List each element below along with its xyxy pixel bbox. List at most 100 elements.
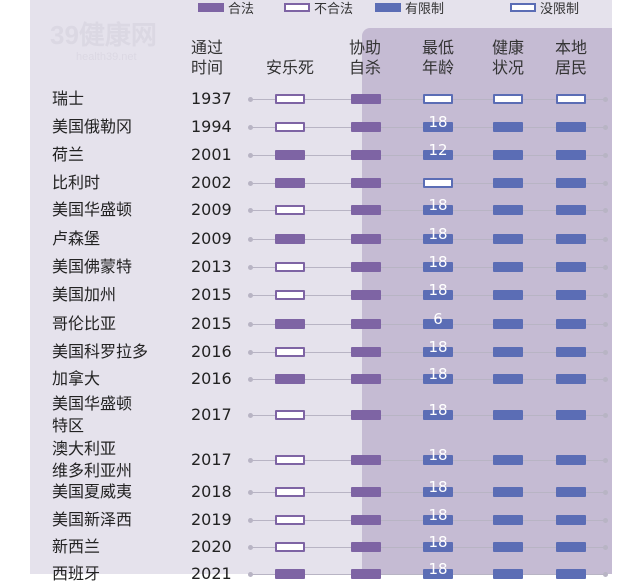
row-line-end-dot — [603, 545, 608, 550]
header-min-age: 最低 年龄 — [421, 38, 454, 77]
min-age-value: 18 — [428, 401, 448, 419]
euthanasia-marker-illegal — [275, 347, 305, 357]
resident-marker-limited — [556, 319, 586, 329]
min-age-value: 18 — [428, 253, 448, 271]
row-line-end-dot — [603, 265, 608, 270]
min-age-marker-limited — [423, 410, 453, 420]
assisted-marker-legal — [351, 455, 381, 465]
row-line-start-dot — [248, 377, 253, 382]
legend-legal: 合法 — [198, 0, 255, 17]
resident-marker-limited — [556, 122, 586, 132]
health-marker-limited — [493, 515, 523, 525]
euthanasia-marker-illegal — [275, 205, 305, 215]
year-label: 2017 — [191, 450, 232, 469]
min-age-marker-limited — [423, 290, 453, 300]
euthanasia-marker-illegal — [275, 122, 305, 132]
assisted-marker-legal — [351, 487, 381, 497]
health-marker-limited — [493, 542, 523, 552]
year-label: 2019 — [191, 510, 232, 529]
row-line-start-dot — [248, 153, 253, 158]
health-marker-limited — [493, 487, 523, 497]
euthanasia-marker-illegal — [275, 410, 305, 420]
min-age-value: 12 — [428, 141, 448, 159]
row-line-start-dot — [248, 237, 253, 242]
euthanasia-marker-legal — [275, 374, 305, 384]
row-line-end-dot — [603, 377, 608, 382]
euthanasia-marker-illegal — [275, 455, 305, 465]
health-marker-limited — [493, 290, 523, 300]
row-line-start-dot — [248, 265, 253, 270]
country-label: 美国新泽西 — [52, 510, 133, 529]
assisted-marker-legal — [351, 178, 381, 188]
euthanasia-marker-legal — [275, 150, 305, 160]
min-age-value: 18 — [428, 365, 448, 383]
euthanasia-marker-illegal — [275, 94, 305, 104]
health-marker-unlimited — [493, 94, 523, 104]
row-line-end-dot — [603, 458, 608, 463]
resident-marker-limited — [556, 290, 586, 300]
euthanasia-marker-illegal — [275, 290, 305, 300]
assisted-marker-legal — [351, 94, 381, 104]
min-age-marker-limited — [423, 515, 453, 525]
year-label: 2013 — [191, 257, 232, 276]
euthanasia-marker-legal — [275, 319, 305, 329]
country-label: 哥伦比亚 — [52, 314, 117, 333]
resident-marker-limited — [556, 569, 586, 579]
year-label: 2009 — [191, 200, 232, 219]
resident-marker-limited — [556, 234, 586, 244]
resident-marker-limited — [556, 542, 586, 552]
year-label: 2017 — [191, 405, 232, 424]
row-line-end-dot — [603, 572, 608, 577]
row-line-start-dot — [248, 293, 253, 298]
country-label: 西班牙 — [52, 564, 101, 583]
legend-swatch-limited — [375, 2, 401, 12]
country-label: 美国俄勒冈 — [52, 117, 133, 136]
resident-marker-limited — [556, 374, 586, 384]
row-line-end-dot — [603, 518, 608, 523]
row-line-start-dot — [248, 322, 253, 327]
min-age-marker-limited — [423, 205, 453, 215]
header-resident: 本地 居民 — [554, 38, 587, 77]
row-line-start-dot — [248, 458, 253, 463]
resident-marker-limited — [556, 455, 586, 465]
row-line-start-dot — [248, 350, 253, 355]
country-label: 比利时 — [52, 173, 101, 192]
health-marker-limited — [493, 319, 523, 329]
row-line-end-dot — [603, 181, 608, 186]
year-label: 2002 — [191, 173, 232, 192]
legend-label-legal: 合法 — [228, 1, 255, 17]
legend-swatch-legal — [198, 2, 224, 12]
min-age-marker-limited — [423, 262, 453, 272]
min-age-marker-limited — [423, 150, 453, 160]
legend-swatch-illegal — [284, 2, 310, 12]
year-label: 2020 — [191, 537, 232, 556]
resident-marker-limited — [556, 262, 586, 272]
health-marker-limited — [493, 569, 523, 579]
row-line-start-dot — [248, 181, 253, 186]
health-marker-limited — [493, 347, 523, 357]
euthanasia-marker-illegal — [275, 515, 305, 525]
min-age-marker-limited — [423, 455, 453, 465]
legend-label-limited: 有限制 — [405, 1, 445, 17]
min-age-marker-unlimited — [423, 178, 453, 188]
min-age-value: 18 — [428, 478, 448, 496]
euthanasia-marker-illegal — [275, 542, 305, 552]
min-age-marker-limited — [423, 487, 453, 497]
row-line-end-dot — [603, 322, 608, 327]
health-marker-limited — [493, 374, 523, 384]
row-line-end-dot — [603, 350, 608, 355]
assisted-marker-legal — [351, 319, 381, 329]
country-label: 荷兰 — [52, 145, 85, 164]
health-marker-limited — [493, 234, 523, 244]
row-line-end-dot — [603, 125, 608, 130]
row-line-end-dot — [603, 237, 608, 242]
health-marker-limited — [493, 122, 523, 132]
health-marker-limited — [493, 410, 523, 420]
year-label: 2021 — [191, 564, 232, 583]
country-label: 美国科罗拉多 — [52, 342, 149, 361]
country-label: 瑞士 — [52, 89, 85, 108]
resident-marker-limited — [556, 205, 586, 215]
min-age-value: 18 — [428, 281, 448, 299]
year-label: 2016 — [191, 369, 232, 388]
resident-marker-limited — [556, 178, 586, 188]
